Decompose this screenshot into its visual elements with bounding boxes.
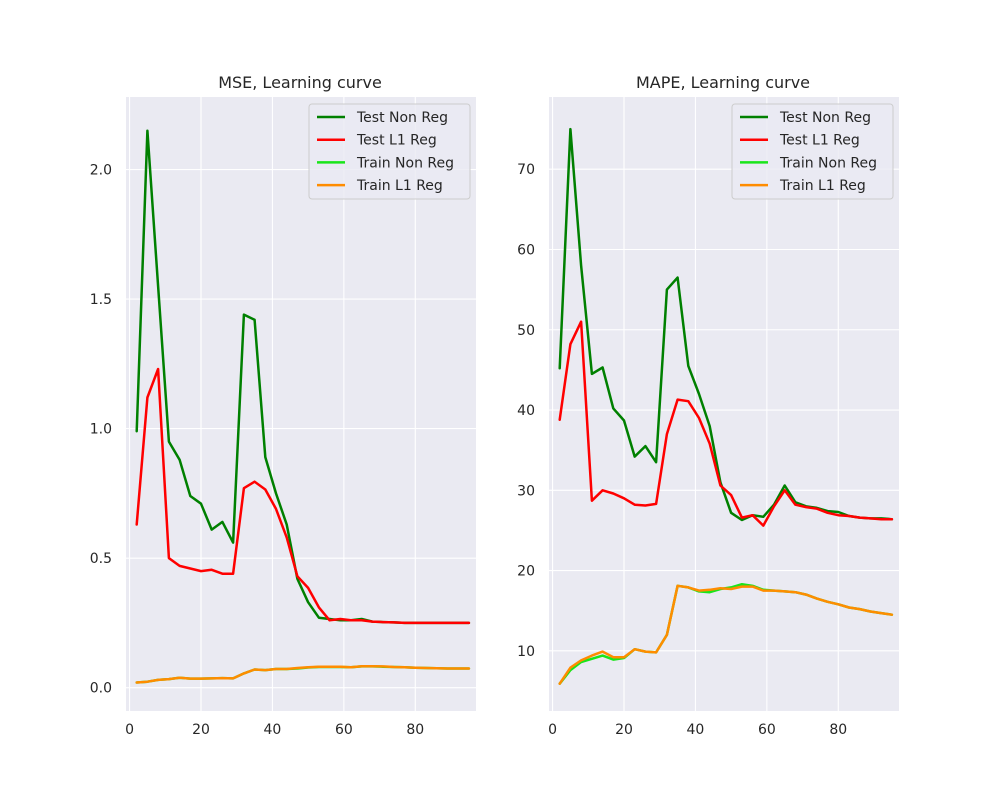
mape-y-tick-label: 60 bbox=[517, 242, 535, 258]
mape-legend: Test Non Reg Test L1 Reg Train Non Reg Trai… bbox=[731, 103, 894, 200]
mse-chart-title: MSE, Learning curve bbox=[218, 73, 382, 92]
mape-y-tick-label: 10 bbox=[517, 644, 535, 660]
mse-chart-panel: MSE, Learning curve 0 20 40 60 80 0.0 0.5 1.0 1.… bbox=[90, 73, 476, 738]
mape-series-train-l1-reg bbox=[558, 584, 894, 685]
mse-y-tick-label: 1.0 bbox=[90, 422, 112, 438]
mape-y-tick-label: 50 bbox=[517, 323, 535, 339]
mape-x-tick-label: 20 bbox=[615, 722, 633, 738]
mape-y-tick-label: 70 bbox=[517, 162, 535, 178]
mse-x-tick-label: 60 bbox=[335, 722, 353, 738]
mape-x-tick-label: 40 bbox=[687, 722, 705, 738]
mape-y-tick-label: 40 bbox=[517, 403, 535, 419]
mape-legend-label-train-l1-reg: Train L1 Reg bbox=[779, 178, 866, 194]
mape-chart-title: MAPE, Learning curve bbox=[636, 73, 810, 92]
mape-legend-label-train-non-reg: Train Non Reg bbox=[779, 155, 877, 171]
mse-legend: Test Non Reg Test L1 Reg Train Non Reg Trai… bbox=[308, 103, 471, 200]
mape-series-test-l1-reg bbox=[558, 320, 894, 527]
mse-series-test-l1-reg bbox=[135, 367, 471, 625]
mse-x-tick-label: 40 bbox=[264, 722, 282, 738]
mape-legend-box bbox=[731, 103, 894, 200]
mape-legend-label-test-non-reg: Test Non Reg bbox=[779, 110, 871, 126]
mse-legend-label-test-non-reg: Test Non Reg bbox=[356, 110, 448, 126]
mse-x-tick-label: 20 bbox=[192, 722, 210, 738]
mape-series-test-non-reg bbox=[558, 127, 894, 522]
mape-x-tick-label: 80 bbox=[829, 722, 847, 738]
mse-y-tick-label: 1.5 bbox=[90, 292, 112, 308]
mse-x-tick-label: 0 bbox=[125, 722, 134, 738]
mse-y-tick-label: 0.0 bbox=[90, 681, 112, 697]
mape-y-tick-label: 30 bbox=[517, 483, 535, 499]
mape-chart-panel: MAPE, Learning curve 0 20 40 60 80 10 20 30 40 50… bbox=[517, 73, 899, 738]
mse-series-train-l1-reg bbox=[135, 664, 471, 684]
mse-legend-box bbox=[308, 103, 471, 200]
mse-legend-label-train-non-reg: Train Non Reg bbox=[356, 155, 454, 171]
mse-legend-label-train-l1-reg: Train L1 Reg bbox=[356, 178, 443, 194]
mse-x-tick-label: 80 bbox=[406, 722, 424, 738]
mape-legend-label-test-l1-reg: Test L1 Reg bbox=[779, 133, 860, 149]
mse-legend-label-test-l1-reg: Test L1 Reg bbox=[356, 133, 437, 149]
mape-x-tick-label: 0 bbox=[548, 722, 557, 738]
mape-x-tick-label: 60 bbox=[758, 722, 776, 738]
mape-y-tick-label: 20 bbox=[517, 564, 535, 580]
mse-y-tick-label: 2.0 bbox=[90, 163, 112, 179]
mse-y-tick-label: 0.5 bbox=[90, 551, 112, 567]
